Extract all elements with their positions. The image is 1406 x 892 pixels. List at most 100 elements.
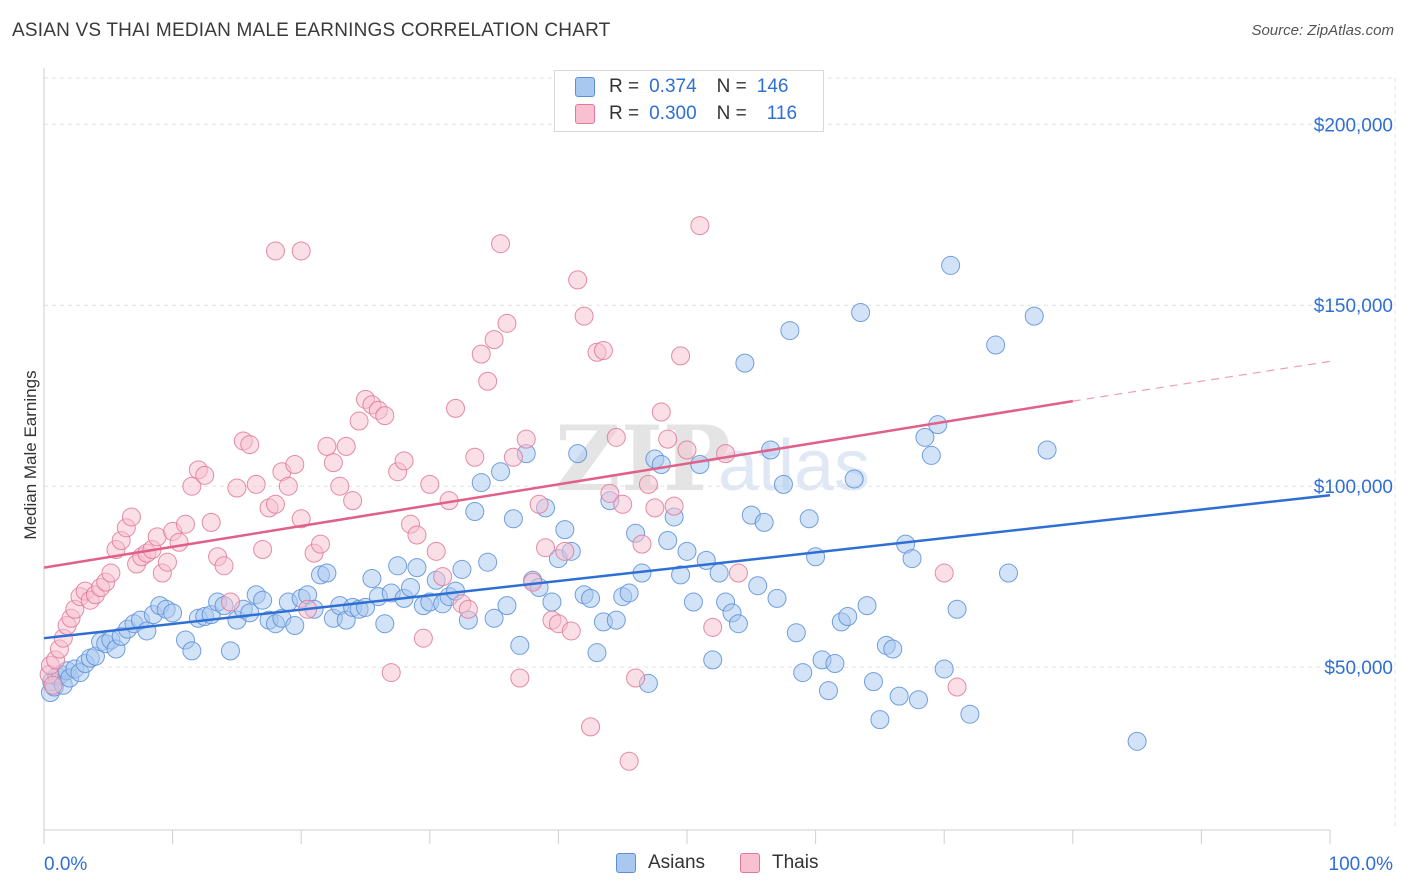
- thai-data-point: [619, 751, 639, 771]
- asian-data-point: [793, 663, 813, 683]
- thai-data-point: [716, 444, 736, 464]
- asian-data-point: [780, 321, 800, 341]
- legend-n-value: 146: [756, 76, 789, 97]
- asian-data-point: [587, 643, 607, 663]
- asian-data-point: [1037, 440, 1057, 460]
- thai-data-point: [645, 498, 665, 518]
- asian-data-point: [709, 563, 729, 583]
- thai-data-point: [638, 474, 658, 494]
- asian-data-point: [947, 599, 967, 619]
- asian-data-point: [748, 576, 768, 596]
- x-tick-label-end: 100.0%: [1329, 854, 1394, 875]
- series-legend: Asians Thais: [0, 852, 1406, 876]
- series-swatch-asians: [616, 853, 636, 873]
- asian-data-point: [317, 563, 337, 583]
- asian-data-point: [851, 302, 871, 322]
- asian-data-point: [471, 473, 491, 493]
- thai-data-point: [278, 476, 298, 496]
- asian-data-point: [619, 583, 639, 603]
- thai-data-point: [593, 340, 613, 360]
- asian-data-point: [407, 558, 427, 578]
- thai-data-point: [195, 465, 215, 485]
- asian-data-point: [1024, 306, 1044, 326]
- thai-data-point: [265, 241, 285, 261]
- thai-data-point: [43, 675, 63, 695]
- thai-data-point: [381, 663, 401, 683]
- asian-data-point: [452, 559, 472, 579]
- legend-swatch-thais: [575, 104, 595, 124]
- thai-data-point: [182, 476, 202, 496]
- asian-data-point: [491, 462, 511, 482]
- asian-data-point: [915, 427, 935, 447]
- asian-data-point: [362, 568, 382, 588]
- thai-data-point: [484, 330, 504, 350]
- thai-data-point: [433, 567, 453, 587]
- asian-data-point: [773, 474, 793, 494]
- asian-data-point: [786, 623, 806, 643]
- thai-data-point: [201, 512, 221, 532]
- asian-data-point: [240, 603, 260, 623]
- thai-data-point: [169, 532, 189, 552]
- thai-data-point: [677, 440, 697, 460]
- thai-data-point: [458, 599, 478, 619]
- asian-data-point: [999, 563, 1018, 583]
- asian-data-point: [690, 454, 710, 474]
- asian-data-point: [683, 592, 703, 612]
- thai-data-point: [581, 717, 601, 737]
- series-label-asians: Asians: [648, 852, 706, 873]
- thai-data-point: [465, 447, 485, 467]
- thai-data-point: [394, 451, 414, 471]
- asian-trend-line: [43, 493, 1331, 640]
- asian-data-point: [478, 552, 498, 572]
- thai-data-point: [478, 371, 498, 391]
- thai-data-point: [413, 628, 433, 648]
- asian-data-point: [253, 590, 273, 610]
- thai-data-point: [664, 496, 684, 516]
- thai-data-point: [491, 234, 511, 254]
- thai-data-point: [214, 556, 234, 576]
- asian-data-point: [703, 650, 723, 670]
- asian-data-point: [818, 681, 838, 701]
- asian-data-point: [902, 549, 922, 569]
- series-legend-thais: Thais: [740, 852, 818, 874]
- y-tick-label: $50,000: [1324, 658, 1393, 679]
- asian-data-point: [137, 621, 157, 641]
- asian-data-point: [182, 641, 202, 661]
- y-tick-label: $200,000: [1314, 115, 1393, 136]
- thai-data-point: [343, 491, 363, 511]
- thai-data-point: [626, 668, 646, 688]
- asian-data-point: [870, 710, 890, 730]
- asian-data-point: [510, 635, 530, 655]
- asian-data-point: [986, 335, 1006, 355]
- asian-data-point: [285, 616, 305, 636]
- thai-data-point: [555, 541, 575, 561]
- thai-data-point: [291, 241, 311, 261]
- thai-data-point: [632, 534, 652, 554]
- thai-data-point: [310, 534, 330, 554]
- asian-data-point: [465, 502, 485, 522]
- asian-data-point: [960, 704, 980, 724]
- thai-data-point: [349, 411, 369, 431]
- data-points: [39, 216, 1147, 771]
- asian-data-point: [863, 672, 883, 692]
- correlation-legend: R = 0.374 N = 146 R = 0.300 N = 116: [554, 70, 824, 132]
- thai-trend-line: [43, 399, 1073, 569]
- thai-data-point: [227, 478, 247, 498]
- thai-trend-extension: [1072, 360, 1331, 402]
- asian-data-point: [921, 445, 941, 465]
- thai-data-point: [336, 436, 356, 456]
- thai-data-point: [947, 677, 967, 697]
- legend-n-label: N =: [716, 76, 747, 97]
- asian-data-point: [799, 509, 819, 529]
- asian-data-point: [671, 565, 691, 585]
- thai-data-point: [690, 216, 710, 236]
- thai-data-point: [510, 668, 530, 688]
- asian-data-point: [220, 641, 240, 661]
- asian-data-point: [581, 588, 601, 608]
- trend-lines: [43, 360, 1331, 640]
- watermark-text: atlas: [718, 426, 870, 506]
- asian-data-point: [503, 509, 523, 529]
- thai-data-point: [606, 427, 626, 447]
- asian-data-point: [883, 639, 903, 659]
- asian-data-point: [658, 530, 678, 550]
